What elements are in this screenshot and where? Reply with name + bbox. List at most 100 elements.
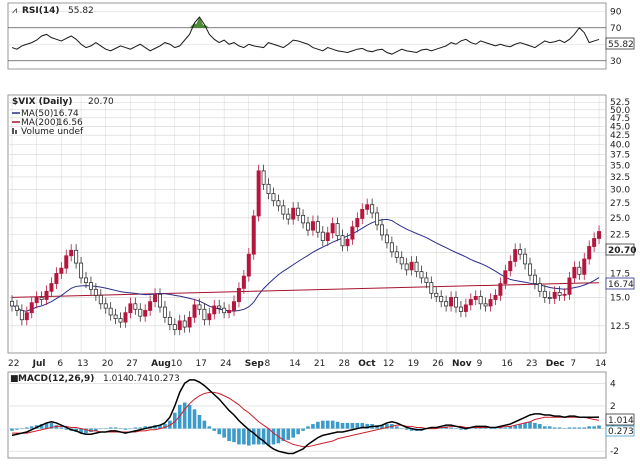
candle bbox=[157, 288, 162, 313]
candle-body bbox=[256, 170, 261, 217]
rsi-title: RSI(14) bbox=[22, 6, 60, 16]
candle bbox=[375, 206, 380, 231]
candle-body bbox=[552, 291, 557, 299]
candle-body bbox=[404, 263, 409, 271]
signal-value: 0.741 bbox=[128, 374, 154, 384]
candle bbox=[148, 295, 153, 316]
macd-hist-bar bbox=[449, 427, 453, 429]
candle-body bbox=[197, 304, 202, 310]
candle bbox=[167, 311, 172, 331]
macd-hist-bar bbox=[582, 427, 587, 429]
candle-body bbox=[478, 295, 483, 305]
macd-hist-bar bbox=[242, 428, 246, 445]
macd-panel: 420-2 ■ MACD(12,26,9) 1.014 0.741 0.273 … bbox=[7, 371, 635, 459]
candle bbox=[424, 271, 429, 289]
candle-body bbox=[167, 316, 172, 325]
macd-hist-bar bbox=[286, 428, 291, 440]
macd-hist-bar bbox=[321, 420, 325, 429]
price-y-tick: 17.5 bbox=[610, 269, 630, 279]
macd-hist-bar bbox=[473, 427, 478, 429]
macd-hist-bar bbox=[483, 427, 488, 429]
candle bbox=[296, 202, 301, 221]
candle-body bbox=[231, 301, 236, 311]
candle bbox=[488, 293, 493, 312]
macd-hist-bar bbox=[350, 422, 355, 429]
macd-hist-bar bbox=[49, 422, 54, 429]
candle-body bbox=[261, 170, 266, 185]
macd-value: 1.014 bbox=[103, 374, 129, 384]
candle bbox=[118, 312, 123, 328]
candle bbox=[305, 216, 310, 236]
candle bbox=[128, 297, 133, 319]
candle-body bbox=[375, 212, 380, 226]
price-x-tick: 23 bbox=[526, 359, 537, 369]
candle-body bbox=[113, 314, 118, 319]
price-y-tick: 35.0 bbox=[610, 161, 630, 171]
macd-hist-bar bbox=[488, 428, 493, 430]
macd-hist-bar bbox=[138, 427, 143, 429]
candle-body bbox=[64, 255, 69, 269]
candle bbox=[222, 302, 227, 319]
candle bbox=[542, 285, 547, 303]
price-x-tick: 22 bbox=[8, 359, 19, 369]
price-x-tick: 20 bbox=[102, 359, 114, 369]
macd-hist-bar bbox=[533, 422, 537, 429]
candle bbox=[409, 256, 414, 276]
macd-hist-bar bbox=[182, 402, 187, 429]
candle bbox=[379, 218, 384, 241]
candle bbox=[192, 298, 197, 323]
price-x-tick: 24 bbox=[220, 359, 232, 369]
macd-hist-bar bbox=[567, 427, 572, 429]
price-x-tick: 14 bbox=[289, 359, 301, 369]
candle-body bbox=[409, 261, 414, 271]
candle bbox=[587, 240, 592, 265]
macd-hist-bar bbox=[478, 427, 483, 429]
rsi-y-tick: 70 bbox=[610, 24, 622, 34]
candle-body bbox=[567, 277, 572, 295]
candle bbox=[153, 288, 158, 308]
candle bbox=[251, 209, 256, 260]
macd-hist-bar bbox=[10, 428, 14, 431]
macd-hist-bar bbox=[197, 415, 202, 429]
candle bbox=[93, 283, 98, 301]
macd-hist-bar bbox=[237, 428, 241, 445]
macd-hist-bar bbox=[261, 428, 266, 445]
macd-last-box bbox=[605, 413, 635, 426]
macd-hist-bar bbox=[528, 421, 532, 429]
candle-body bbox=[192, 304, 197, 318]
candle-body bbox=[24, 312, 29, 321]
macd-hist-bar bbox=[592, 426, 596, 429]
price-y-tick: 52.5 bbox=[610, 98, 630, 108]
macd-hist-bar bbox=[316, 421, 320, 429]
macd-hist-bar bbox=[187, 404, 192, 429]
price-x-tick: Nov bbox=[452, 359, 472, 369]
candle-body bbox=[547, 297, 552, 299]
macd-hist-bar bbox=[301, 428, 305, 431]
candle-body bbox=[498, 283, 503, 296]
candle bbox=[552, 286, 557, 305]
price-x-tick: 13 bbox=[77, 359, 88, 369]
candle bbox=[310, 215, 315, 236]
candle bbox=[187, 311, 192, 333]
candle bbox=[429, 276, 434, 299]
candle bbox=[113, 308, 118, 325]
macd-hist-bar bbox=[587, 426, 591, 429]
candle-body bbox=[572, 266, 577, 279]
candle bbox=[197, 298, 202, 315]
macd-hist-bar bbox=[385, 424, 389, 429]
macd-hist-bar bbox=[513, 425, 517, 429]
candle bbox=[34, 291, 39, 309]
macd-hist-bar bbox=[128, 428, 133, 430]
rsi-y-axis: 90705030 bbox=[610, 7, 622, 67]
candle bbox=[567, 271, 572, 300]
candle bbox=[562, 288, 567, 301]
candle-body bbox=[207, 313, 212, 321]
candle-body bbox=[187, 316, 192, 328]
candle-body bbox=[587, 246, 592, 260]
candle bbox=[537, 277, 542, 297]
candle-body bbox=[493, 294, 498, 300]
ma50-line bbox=[11, 218, 600, 312]
rsi-frame bbox=[7, 2, 607, 70]
macd-hist-bar bbox=[59, 427, 64, 429]
macd-hist-bar bbox=[454, 428, 458, 430]
